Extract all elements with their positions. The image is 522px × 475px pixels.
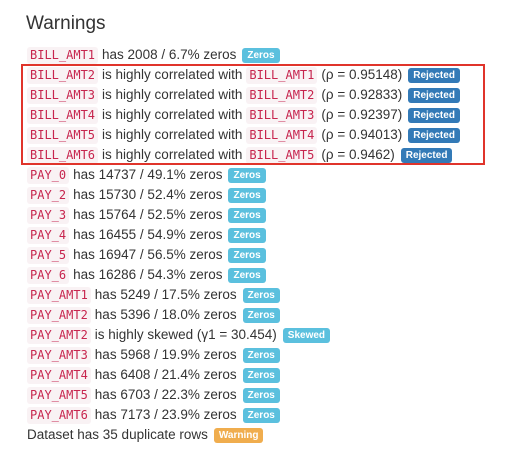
warning-text: is highly correlated with xyxy=(102,107,243,122)
warning-text: has 7173 / 23.9% zeros xyxy=(94,407,237,422)
zeros-badge: Zeros xyxy=(228,187,266,203)
zeros-badge: Zeros xyxy=(228,167,266,183)
warning-row: BILL_AMT2 is highly correlated with BILL_A… xyxy=(27,65,507,85)
correlated-column-name: BILL_AMT4 xyxy=(246,126,318,144)
zeros-badge: Zeros xyxy=(228,227,266,243)
warning-text: is highly correlated with xyxy=(102,127,243,142)
rejected-badge: Rejected xyxy=(408,127,460,143)
warning-badge: Warning xyxy=(213,427,264,443)
correlation-value: (ρ = 0.95148) xyxy=(321,67,403,82)
warnings-title: Warnings xyxy=(26,13,106,34)
skewed-badge: Skewed xyxy=(282,327,331,343)
column-name: PAY_AMT5 xyxy=(27,386,91,404)
column-name: PAY_AMT4 xyxy=(27,366,91,384)
column-name: PAY_3 xyxy=(27,206,70,224)
warning-row: BILL_AMT1 has 2008 / 6.7% zeros Zeros xyxy=(27,45,507,65)
warning-text: is highly skewed (γ1 = 30.454) xyxy=(94,327,277,342)
column-name: PAY_AMT3 xyxy=(27,346,91,364)
zeros-badge: Zeros xyxy=(242,287,280,303)
warning-text: has 5396 / 18.0% zeros xyxy=(94,307,237,322)
warning-row: PAY_AMT4 has 6408 / 21.4% zeros Zeros xyxy=(27,365,507,385)
warning-text: has 15730 / 52.4% zeros xyxy=(73,187,223,202)
correlated-column-name: BILL_AMT2 xyxy=(246,86,318,104)
column-name: BILL_AMT1 xyxy=(27,46,99,64)
warning-row: PAY_AMT5 has 6703 / 22.3% zeros Zeros xyxy=(27,385,507,405)
warning-row: BILL_AMT5 is highly correlated with BILL_A… xyxy=(27,125,507,145)
warning-row: PAY_0 has 14737 / 49.1% zeros Zeros xyxy=(27,165,507,185)
warning-row: PAY_AMT1 has 5249 / 17.5% zeros Zeros xyxy=(27,285,507,305)
correlated-column-name: BILL_AMT1 xyxy=(246,66,318,84)
zeros-badge: Zeros xyxy=(228,267,266,283)
column-name: BILL_AMT2 xyxy=(27,66,99,84)
warning-row: BILL_AMT6 is highly correlated with BILL_A… xyxy=(27,145,507,165)
zeros-badge: Zeros xyxy=(242,387,280,403)
correlation-value: (ρ = 0.92397) xyxy=(321,107,403,122)
warning-text: has 6408 / 21.4% zeros xyxy=(94,367,237,382)
zeros-badge: Zeros xyxy=(242,347,280,363)
zeros-badge: Zeros xyxy=(228,247,266,263)
column-name: BILL_AMT3 xyxy=(27,86,99,104)
correlated-column-name: BILL_AMT5 xyxy=(246,146,318,164)
warning-text: has 14737 / 49.1% zeros xyxy=(73,167,223,182)
warning-text: is highly correlated with xyxy=(102,147,243,162)
column-name: PAY_AMT2 xyxy=(27,306,91,324)
warning-text: has 16455 / 54.9% zeros xyxy=(73,227,223,242)
column-name: PAY_AMT6 xyxy=(27,406,91,424)
warning-text: has 15764 / 52.5% zeros xyxy=(73,207,223,222)
column-name: PAY_2 xyxy=(27,186,70,204)
warning-row: PAY_6 has 16286 / 54.3% zeros Zeros xyxy=(27,265,507,285)
warning-row: PAY_3 has 15764 / 52.5% zeros Zeros xyxy=(27,205,507,225)
zeros-badge: Zeros xyxy=(242,367,280,383)
column-name: PAY_4 xyxy=(27,226,70,244)
zeros-badge: Zeros xyxy=(242,407,280,423)
warning-text: is highly correlated with xyxy=(102,87,243,102)
rejected-badge: Rejected xyxy=(408,107,460,123)
column-name: PAY_6 xyxy=(27,266,70,284)
warning-text: has 2008 / 6.7% zeros xyxy=(102,47,237,62)
warning-text: Dataset has 35 duplicate rows xyxy=(27,427,208,442)
correlation-value: (ρ = 0.94013) xyxy=(321,127,403,142)
warning-row: BILL_AMT4 is highly correlated with BILL_A… xyxy=(27,105,507,125)
zeros-badge: Zeros xyxy=(228,207,266,223)
column-name: BILL_AMT6 xyxy=(27,146,99,164)
warning-row: PAY_2 has 15730 / 52.4% zeros Zeros xyxy=(27,185,507,205)
warning-row: PAY_4 has 16455 / 54.9% zeros Zeros xyxy=(27,225,507,245)
warning-text: has 5968 / 19.9% zeros xyxy=(94,347,237,362)
correlation-value: (ρ = 0.9462) xyxy=(321,147,395,162)
warning-row: BILL_AMT3 is highly correlated with BILL_A… xyxy=(27,85,507,105)
warning-text: has 5249 / 17.5% zeros xyxy=(94,287,237,302)
rejected-badge: Rejected xyxy=(408,67,460,83)
warning-text: is highly correlated with xyxy=(102,67,243,82)
warning-row: PAY_AMT2 is highly skewed (γ1 = 30.454) Sk… xyxy=(27,325,507,345)
column-name: PAY_5 xyxy=(27,246,70,264)
column-name: BILL_AMT4 xyxy=(27,106,99,124)
warning-row: PAY_5 has 16947 / 56.5% zeros Zeros xyxy=(27,245,507,265)
column-name: PAY_AMT1 xyxy=(27,286,91,304)
rejected-badge: Rejected xyxy=(408,87,460,103)
warning-row: PAY_AMT6 has 7173 / 23.9% zeros Zeros xyxy=(27,405,507,425)
rejected-badge: Rejected xyxy=(400,147,453,163)
zeros-badge: Zeros xyxy=(242,47,280,63)
correlated-column-name: BILL_AMT3 xyxy=(246,106,318,124)
warning-row: PAY_AMT2 has 5396 / 18.0% zeros Zeros xyxy=(27,305,507,325)
column-name: BILL_AMT5 xyxy=(27,126,99,144)
warning-text: has 6703 / 22.3% zeros xyxy=(94,387,237,402)
warning-text: has 16947 / 56.5% zeros xyxy=(73,247,223,262)
warning-row-duplicates: Dataset has 35 duplicate rows Warning xyxy=(27,425,507,445)
warnings-list: BILL_AMT1 has 2008 / 6.7% zeros Zeros BILL_… xyxy=(27,45,507,445)
column-name: PAY_0 xyxy=(27,166,70,184)
zeros-badge: Zeros xyxy=(242,307,280,323)
correlation-value: (ρ = 0.92833) xyxy=(321,87,403,102)
warning-text: has 16286 / 54.3% zeros xyxy=(73,267,223,282)
column-name: PAY_AMT2 xyxy=(27,326,91,344)
warning-row: PAY_AMT3 has 5968 / 19.9% zeros Zeros xyxy=(27,345,507,365)
